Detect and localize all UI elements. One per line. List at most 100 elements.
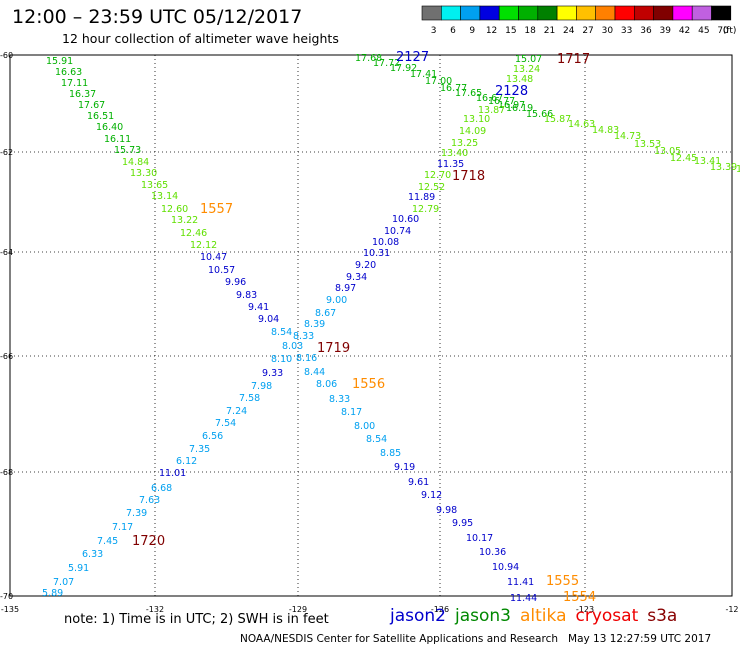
wave-height-value: 14.09 <box>459 126 486 137</box>
wave-height-value: 8.97 <box>335 283 356 294</box>
pass-number-label: 1555 <box>546 574 579 589</box>
wave-height-value: 9.41 <box>248 302 269 313</box>
wave-height-value: 7.63 <box>139 495 160 506</box>
wave-height-value: 8.17 <box>341 407 362 418</box>
wave-height-value: 9.83 <box>236 290 257 301</box>
wave-height-value: 9.34 <box>346 272 367 283</box>
wave-height-value: 13.22 <box>171 215 198 226</box>
scale-label: 39 <box>660 26 672 36</box>
pass-number-label: 1720 <box>132 534 165 549</box>
wave-height-value: 9.19 <box>394 462 415 473</box>
wave-height-value: 17.67 <box>78 100 105 111</box>
wave-height-value: 7.54 <box>215 418 236 429</box>
wave-height-value: 12.12 <box>190 240 217 251</box>
note-text: note: 1) Time is in UTC; 2) SWH is in fe… <box>64 612 329 627</box>
wave-height-value: 13.24 <box>513 64 540 75</box>
wave-height-value: 9.96 <box>225 277 246 288</box>
wave-height-value: 10.08 <box>372 237 399 248</box>
wave-height-value: 14.84 <box>122 157 149 168</box>
wave-height-value: 15.73 <box>114 145 141 156</box>
lat-tick-label: -62 <box>0 148 13 157</box>
wave-height-value: 15.66 <box>526 109 553 120</box>
legend-item-cryosat: cryosat <box>575 606 639 626</box>
wave-height-value: 16.67 <box>476 93 503 104</box>
scale-label: 6 <box>450 26 456 36</box>
wave-height-value: 7.58 <box>239 393 260 404</box>
wave-height-value: 14.63 <box>568 119 595 130</box>
wave-height-value: 13.30 <box>130 168 157 179</box>
scale-label: 36 <box>640 26 652 36</box>
wave-height-value: 11.35 <box>437 159 464 170</box>
lon-tick-label: -132 <box>146 605 164 614</box>
pass-number-label: 1719 <box>317 341 350 356</box>
page-title: 12:00 – 23:59 UTC 05/12/2017 <box>12 6 303 28</box>
wave-height-value: 8.39 <box>304 319 325 330</box>
wave-height-value: 17.72 <box>373 58 400 69</box>
wave-height-value: 9.33 <box>262 368 283 379</box>
wave-height-value: 10.74 <box>384 226 411 237</box>
wave-height-value: 6.12 <box>176 456 197 467</box>
wave-height-value: 8.67 <box>315 308 336 319</box>
wave-height-value: 16.97 <box>498 100 525 111</box>
wave-height-value: 10.31 <box>363 248 390 259</box>
map-grid <box>9 54 733 597</box>
legend-item-altika: altika <box>520 606 567 626</box>
scale-swatch-70 <box>711 5 732 21</box>
wave-height-value: 7.17 <box>112 522 133 533</box>
wave-height-value: 8.03 <box>282 341 303 352</box>
wave-height-value: 8.85 <box>380 448 401 459</box>
pass-number-label: 2127 <box>396 50 429 65</box>
wave-height-value: 13.10 <box>463 114 490 125</box>
wave-height-value: 9.61 <box>408 477 429 488</box>
lon-tick-label: -135 <box>1 605 19 614</box>
wave-height-value: 7.45 <box>97 536 118 547</box>
pass-number-label: 1717 <box>557 52 590 67</box>
wave-height-value: 8.54 <box>271 327 292 338</box>
wave-height-value: 8.10 <box>271 354 292 365</box>
wave-height-value: 8.54 <box>366 434 387 445</box>
pass-number-label: 2128 <box>495 84 528 99</box>
wave-height-value: 13.14 <box>151 191 178 202</box>
wave-height-value: 12.46 <box>180 228 207 239</box>
wave-height-value: 9.12 <box>421 490 442 501</box>
scale-label: 15 <box>505 26 516 36</box>
wave-height-value: 6.56 <box>202 431 223 442</box>
legend-item-s3a: s3a <box>647 606 678 626</box>
wave-height-value: 5.91 <box>68 563 89 574</box>
scale-label: 12 <box>486 26 497 36</box>
wave-height-value: 9.98 <box>436 505 457 516</box>
wave-height-value: 17.68 <box>355 53 382 64</box>
wave-height-value: 16.51 <box>87 111 114 122</box>
wave-height-value: 17.00 <box>425 76 452 87</box>
wave-height-value: 15.07 <box>515 54 542 65</box>
wave-height-value: 16.40 <box>96 122 123 133</box>
wave-height-value: 10.60 <box>392 214 419 225</box>
wave-height-value: 15.87 <box>544 114 571 125</box>
wave-height-value: 17.41 <box>410 69 437 80</box>
lat-tick-label: -68 <box>0 468 13 477</box>
wave-height-value: 10.47 <box>200 252 227 263</box>
wave-height-value: 11.44 <box>510 593 537 604</box>
axis-tick-labels: -135 -132 -129 -126 -123 -12 -60 -62 -64 -66 -68 -7… <box>0 51 739 614</box>
scale-label: 27 <box>582 26 593 36</box>
wave-height-value: 9.04 <box>258 314 279 325</box>
scale-label: 33 <box>621 26 632 36</box>
wave-height-value: 11.41 <box>507 577 534 588</box>
wave-height-value: 11.89 <box>408 192 435 203</box>
scale-label: 42 <box>679 26 690 36</box>
wave-height-value: 16.37 <box>69 89 96 100</box>
legend-item-jason3: jason3 <box>455 606 511 626</box>
wave-height-value: 8.33 <box>293 331 314 342</box>
scale-unit: (ft) <box>723 26 737 36</box>
wave-height-value: 15.91 <box>46 56 73 67</box>
footer-credit: NOAA/NESDIS Center for Satellite Applica… <box>240 633 712 645</box>
scale-label: 45 <box>698 26 709 36</box>
wave-height-value: 8.44 <box>304 367 325 378</box>
wave-height-value: 10.36 <box>479 547 506 558</box>
wave-height-value: 13.41 <box>694 156 721 167</box>
wave-height-value: 17.92 <box>390 63 417 74</box>
scale-label: 21 <box>544 26 555 36</box>
pass-number-label: 1556 <box>352 377 385 392</box>
lat-tick-label: -70 <box>0 592 13 601</box>
scale-label: 24 <box>563 26 575 36</box>
